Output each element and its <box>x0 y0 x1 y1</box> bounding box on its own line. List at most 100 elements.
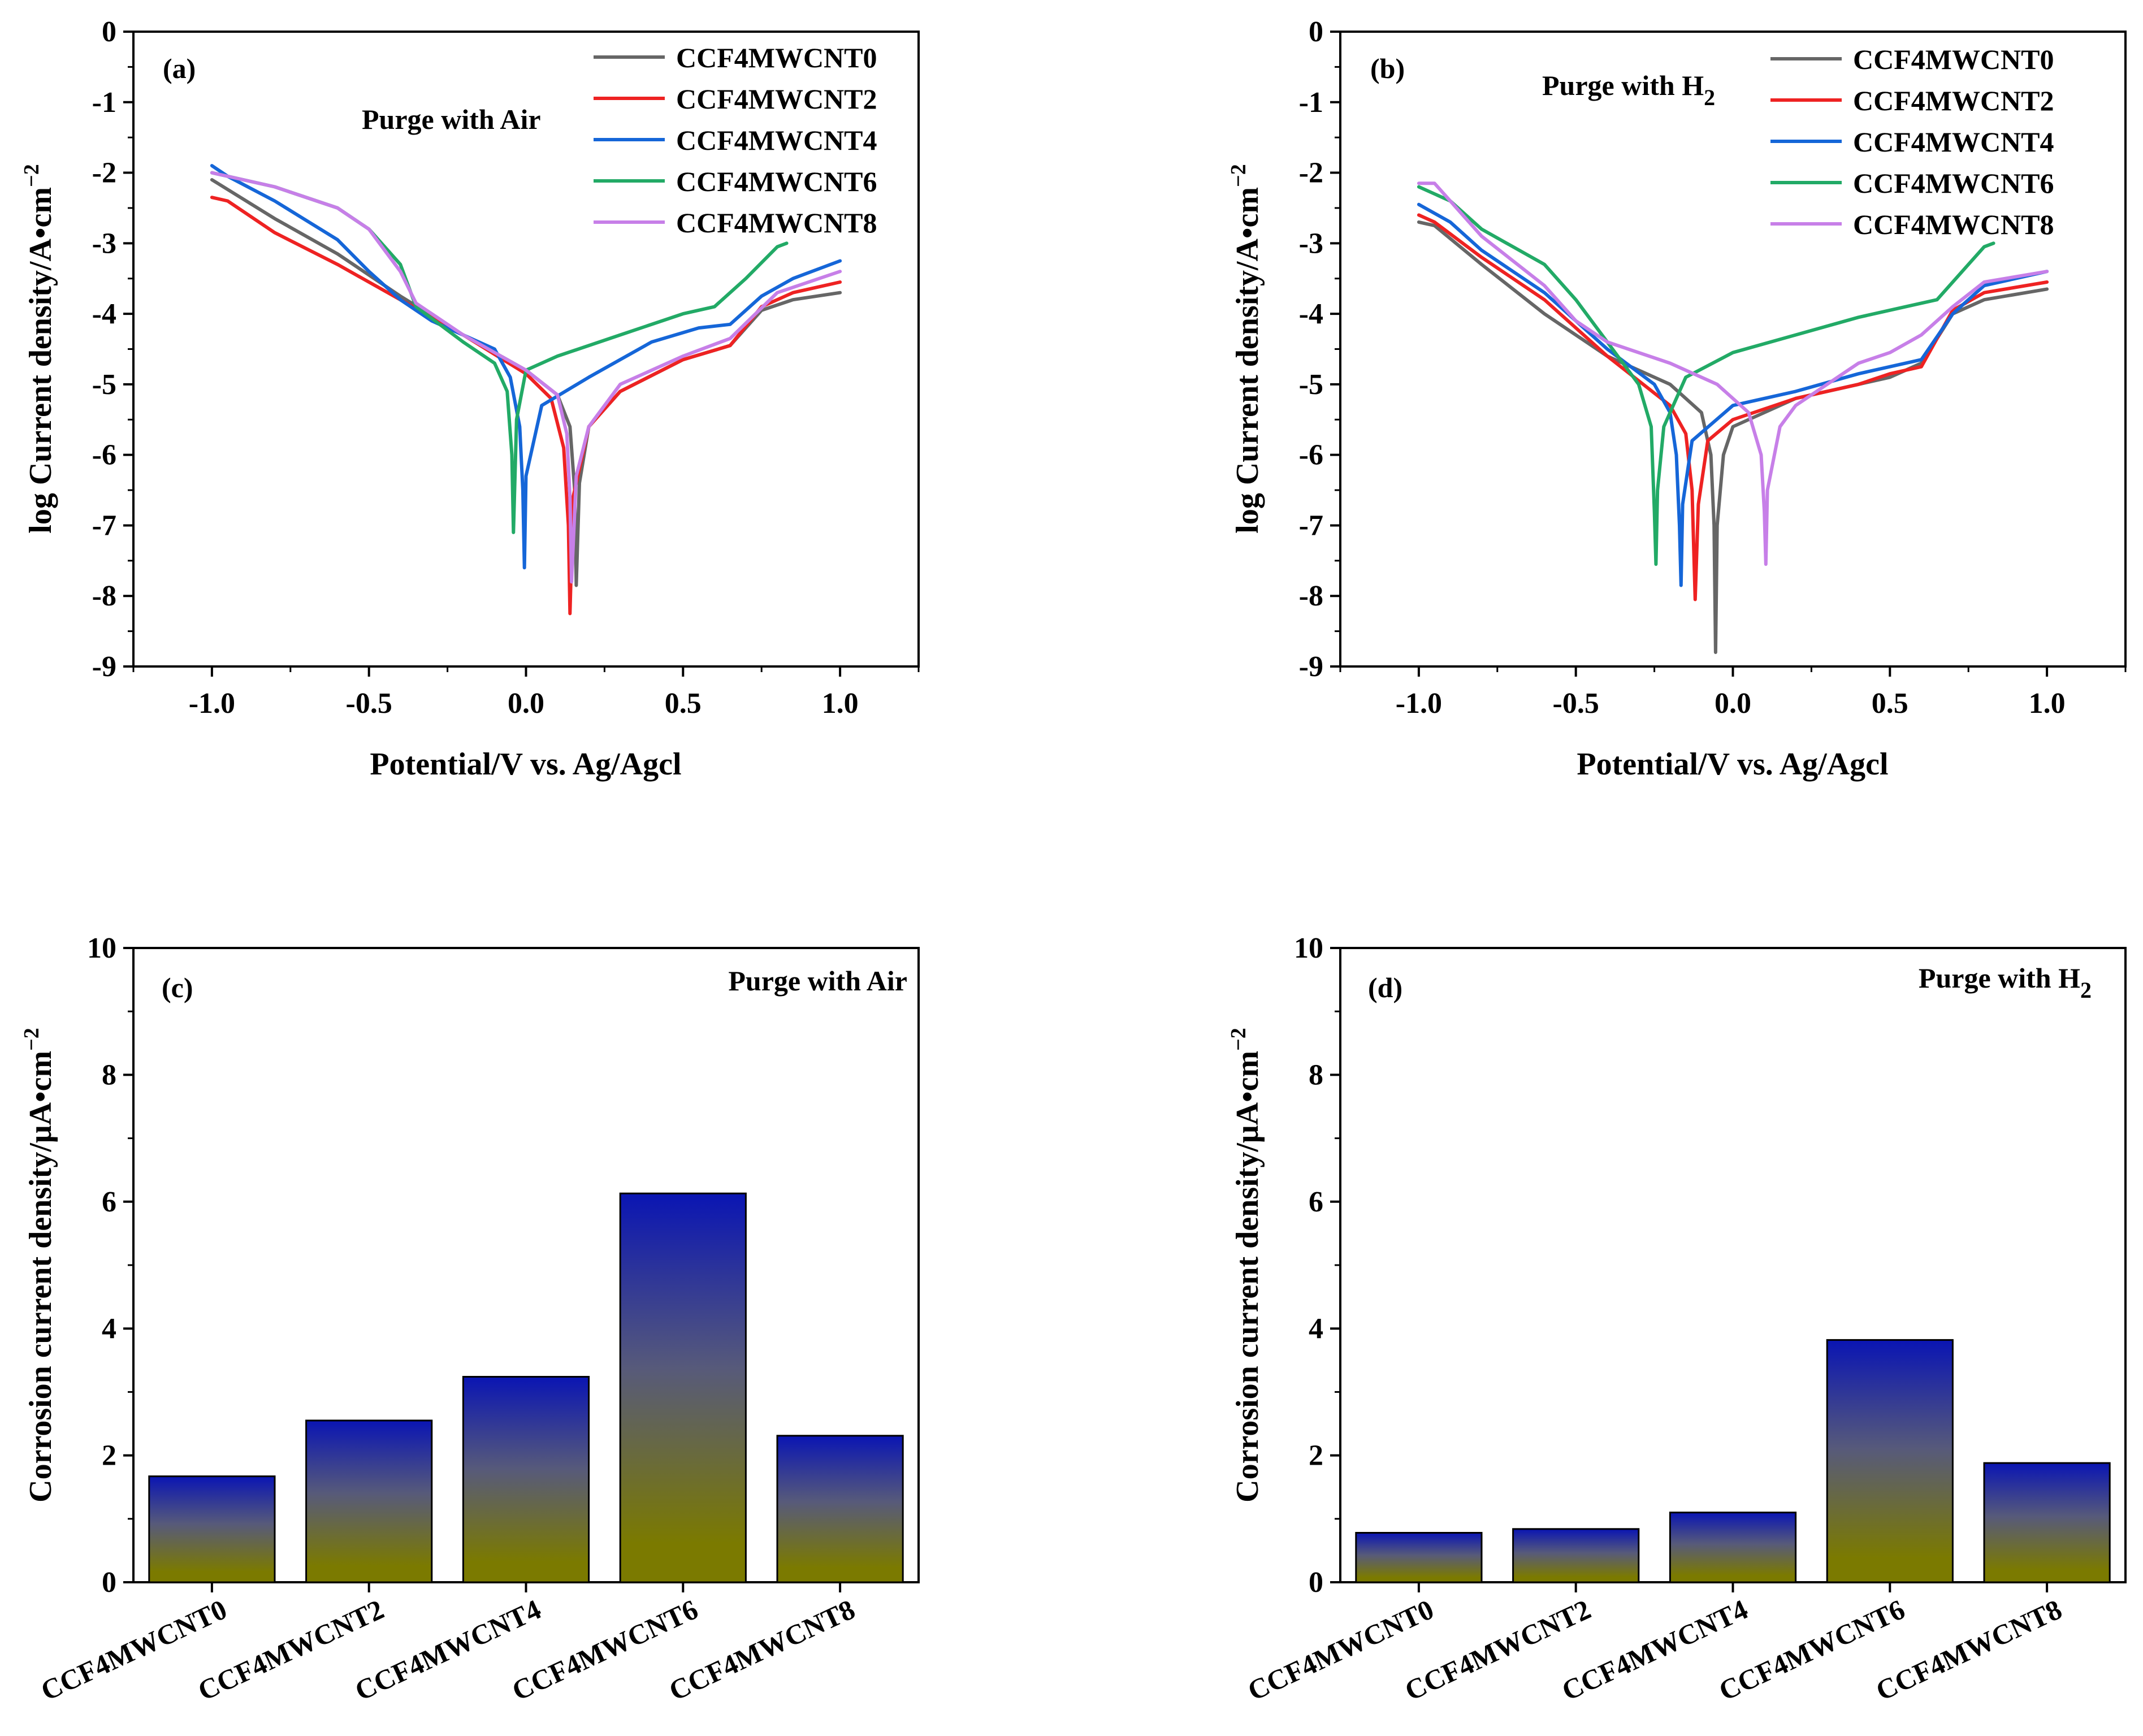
x-tick-label: 1.0 <box>2029 687 2066 720</box>
y-axis-title-sup: −2 <box>20 1028 44 1051</box>
legend-label-ccf4mwcnt2: CCF4MWCNT2 <box>676 83 877 115</box>
y-tick-label: -3 <box>1299 227 1323 259</box>
legend-label-ccf4mwcnt0: CCF4MWCNT0 <box>1853 44 2054 75</box>
annotation: Purge with H2 <box>1542 70 1715 110</box>
y-tick-label: -8 <box>1299 580 1323 612</box>
y-tick-label: 2 <box>102 1440 116 1472</box>
series-line-ccf4mwcnt4 <box>1417 202 2049 587</box>
x-tick-label: -0.5 <box>1553 687 1599 720</box>
annotation-main: Purge with H <box>1919 962 2080 994</box>
x-tick-label: -1.0 <box>1396 687 1442 720</box>
legend-label-ccf4mwcnt4: CCF4MWCNT4 <box>1853 126 2054 158</box>
series-line-ccf4mwcnt6 <box>1417 185 1995 566</box>
panel-d: 0 2 4 6 8 10 CCF4MWCNT0CCF4MWCNT2CCF4MWCNT4CC… <box>1227 932 2127 1707</box>
x-axis-title: Potential/V vs. Ag/Agcl <box>1577 747 1888 782</box>
y-axis-ticks: 0 -1 -2 -3 -4 -5 -6 -7 -8 -9 <box>1299 16 1340 683</box>
bar-ccf4mwcnt4 <box>1669 1512 1797 1583</box>
y-tick-label: -4 <box>92 298 116 330</box>
y-tick-label: 0 <box>102 1566 116 1599</box>
y-tick-label: -7 <box>92 509 116 542</box>
y-axis-ticks: 0 2 4 6 8 10 <box>1294 932 1340 1599</box>
category-labels: CCF4MWCNT0CCF4MWCNT2CCF4MWCNT4CCF4MWCNT6… <box>1243 1582 2067 1707</box>
x-tick-label: 0.5 <box>1872 687 1908 720</box>
y-tick-label: -2 <box>92 157 116 189</box>
y-axis-title: log Current density/A•cm−2 <box>1227 164 1265 533</box>
y-tick-label: -9 <box>92 651 116 683</box>
y-axis-title-main: Corrosion current density/μA•cm <box>1230 1051 1265 1503</box>
bar-ccf4mwcnt8 <box>776 1435 904 1583</box>
y-axis-ticks: 0 2 4 6 8 10 <box>87 932 133 1599</box>
y-tick-label: -6 <box>92 439 116 471</box>
y-axis-title: Corrosion current density/μA•cm−2 <box>1227 1028 1265 1503</box>
series-line-ccf4mwcnt8 <box>1417 181 2049 566</box>
y-tick-label: -7 <box>1299 509 1323 542</box>
bar-ccf4mwcnt8 <box>1983 1462 2111 1583</box>
series-line-ccf4mwcnt0 <box>1417 220 2049 654</box>
legend-label-ccf4mwcnt6: CCF4MWCNT6 <box>1853 167 2054 199</box>
panel-tag: (a) <box>163 53 196 84</box>
y-tick-label: -5 <box>92 369 116 401</box>
y-tick-label: -8 <box>92 580 116 612</box>
y-tick-label: -9 <box>1299 651 1323 683</box>
y-tick-label: 8 <box>102 1059 116 1091</box>
legend-label-ccf4mwcnt8: CCF4MWCNT8 <box>1853 209 2054 240</box>
y-axis-title-sup: −2 <box>1227 164 1250 187</box>
series-line-ccf4mwcnt2 <box>210 196 842 616</box>
category-labels: CCF4MWCNT0CCF4MWCNT2CCF4MWCNT4CCF4MWCNT6… <box>36 1582 860 1707</box>
y-tick-label: 2 <box>1309 1440 1323 1472</box>
bar-group <box>148 1192 904 1583</box>
annotation: Purge with H2 <box>1919 962 2092 1003</box>
y-axis-title-main: log Current density/A•cm <box>1230 187 1265 534</box>
legend-label-ccf4mwcnt2: CCF4MWCNT2 <box>1853 85 2054 116</box>
annotation-main: Purge with H <box>1542 70 1704 101</box>
bar-group <box>1355 1339 2111 1583</box>
annotation: Purge with Air <box>362 103 541 135</box>
bar-ccf4mwcnt6 <box>1826 1339 1954 1583</box>
x-tick-label: 0.0 <box>1715 687 1751 720</box>
panel-tag: (b) <box>1370 53 1405 84</box>
legend: CCF4MWCNT0 CCF4MWCNT2 CCF4MWCNT4 CCF4MWCNT6… <box>1770 44 2054 240</box>
x-tick-label: -0.5 <box>346 687 392 720</box>
x-tick-label: 1.0 <box>822 687 859 720</box>
legend-label-ccf4mwcnt6: CCF4MWCNT6 <box>676 166 877 197</box>
y-tick-label: 4 <box>102 1313 116 1345</box>
y-tick-label: 0 <box>102 16 116 48</box>
y-tick-label: -1 <box>92 86 116 119</box>
panel-tag: (d) <box>1368 972 1402 1003</box>
y-tick-label: -3 <box>92 227 116 259</box>
annotation-sub: 2 <box>1704 85 1715 110</box>
series-line-ccf4mwcnt4 <box>210 164 842 570</box>
y-tick-label: -2 <box>1299 157 1323 189</box>
y-tick-label: -6 <box>1299 439 1323 471</box>
x-axis-ticks: -1.0 -0.5 0.0 0.5 1.0 <box>132 666 920 720</box>
x-tick-label: 0.5 <box>665 687 702 720</box>
series-line-ccf4mwcnt2 <box>1417 213 2049 601</box>
panel-c: 0 2 4 6 8 10 CCF4MWCNT0CCF4MWCNT2CCF4MWCNT4CC… <box>20 932 920 1707</box>
y-axis-title-sup: −2 <box>20 164 44 187</box>
y-axis-ticks: 0 -1 -2 -3 -4 -5 -6 -7 -8 -9 <box>92 16 133 683</box>
x-axis-title: Potential/V vs. Ag/Agcl <box>370 747 681 782</box>
bar-ccf4mwcnt2 <box>1512 1528 1640 1583</box>
y-tick-label: 10 <box>1294 932 1323 964</box>
series-line-ccf4mwcnt8 <box>210 171 842 584</box>
legend-label-ccf4mwcnt4: CCF4MWCNT4 <box>676 124 877 156</box>
x-tick-label: -1.0 <box>189 687 235 720</box>
bar-ccf4mwcnt0 <box>148 1475 276 1583</box>
bar-ccf4mwcnt0 <box>1355 1532 1483 1583</box>
y-tick-label: 0 <box>1309 16 1323 48</box>
x-tick-label: 0.0 <box>508 687 544 720</box>
x-axis-ticks: -1.0 -0.5 0.0 0.5 1.0 <box>1339 666 2127 720</box>
y-tick-label: 8 <box>1309 1059 1323 1091</box>
y-tick-label: -1 <box>1299 86 1323 119</box>
line-series-group <box>210 164 842 616</box>
bar-ccf4mwcnt2 <box>305 1419 433 1583</box>
panel-b: -1.0 -0.5 0.0 0.5 1.0 0 -1 -2 -3 -4 -5 -6 -7 -8 -9 (b… <box>1227 16 2127 782</box>
y-axis-title: Corrosion current density/μA•cm−2 <box>20 1028 58 1503</box>
panel-a: -1.0 -0.5 0.0 0.5 1.0 0 -1 -2 -3 -4 -5 -6 -7 -8 -9 (a… <box>20 16 920 782</box>
y-axis-title-main: log Current density/A•cm <box>23 187 58 534</box>
annotation: Purge with Air <box>728 965 907 997</box>
y-axis-title: log Current density/A•cm−2 <box>20 164 58 533</box>
y-tick-label: -4 <box>1299 298 1323 330</box>
y-tick-label: -5 <box>1299 369 1323 401</box>
